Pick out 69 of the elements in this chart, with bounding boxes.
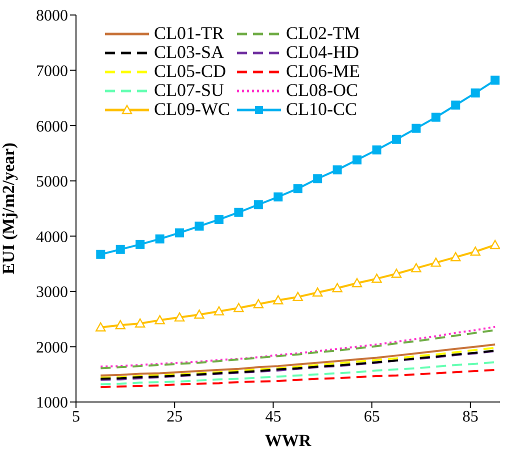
point bbox=[154, 315, 165, 324]
point bbox=[450, 252, 461, 262]
point bbox=[155, 234, 164, 244]
point bbox=[253, 299, 264, 308]
legend-label: CL09-WC bbox=[154, 99, 230, 119]
y-tick-label: 6000 bbox=[36, 118, 68, 136]
x-tick-label: 45 bbox=[265, 408, 282, 426]
point bbox=[214, 215, 224, 224]
point bbox=[490, 76, 500, 85]
y-tick-label: 1000 bbox=[36, 394, 68, 412]
legend-label: CL06-ME bbox=[286, 61, 360, 81]
point bbox=[96, 250, 106, 259]
y-tick-label: 2000 bbox=[36, 339, 68, 356]
point bbox=[412, 124, 421, 133]
point bbox=[274, 192, 283, 202]
line-series bbox=[100, 361, 496, 386]
point bbox=[391, 268, 402, 278]
y-tick-label: 8000 bbox=[36, 8, 68, 25]
point bbox=[194, 310, 204, 319]
legend-label: CL07-SU bbox=[154, 80, 224, 100]
point bbox=[234, 208, 244, 217]
x-tick-label: 5 bbox=[72, 408, 80, 426]
y-tick-label: 4000 bbox=[36, 228, 68, 246]
point bbox=[332, 283, 342, 292]
point bbox=[431, 112, 440, 122]
legend-label: CL05-CD bbox=[154, 61, 226, 81]
point bbox=[352, 278, 362, 288]
x-axis-title: WWR bbox=[264, 431, 312, 450]
point bbox=[292, 292, 303, 302]
point bbox=[372, 274, 382, 283]
point bbox=[134, 318, 146, 328]
point bbox=[115, 320, 126, 330]
legend-label: CL01-TR bbox=[154, 23, 224, 43]
point bbox=[234, 302, 244, 312]
legend-label: CL08-OC bbox=[286, 80, 358, 100]
point bbox=[96, 322, 106, 332]
legend-label: CL10-CC bbox=[286, 99, 358, 119]
y-axis-title: EUI (Mj/m2/year) bbox=[0, 142, 18, 274]
point bbox=[470, 246, 480, 256]
y-tick-label: 5000 bbox=[36, 174, 68, 191]
point bbox=[136, 240, 145, 249]
point bbox=[254, 200, 263, 210]
point bbox=[470, 88, 480, 98]
point bbox=[372, 145, 382, 154]
point bbox=[194, 222, 204, 231]
y-tick-label: 3000 bbox=[36, 284, 68, 302]
point bbox=[175, 228, 184, 238]
point bbox=[332, 165, 342, 174]
point bbox=[392, 134, 401, 144]
y-tick-label: 7000 bbox=[36, 62, 68, 80]
point bbox=[352, 155, 362, 164]
point bbox=[273, 295, 284, 304]
x-tick-label: 85 bbox=[462, 408, 478, 426]
point bbox=[174, 312, 185, 322]
point bbox=[451, 100, 460, 110]
legend-label: CL04-HD bbox=[286, 42, 359, 62]
legend-label: CL02-TM bbox=[286, 23, 360, 43]
line-series bbox=[100, 368, 496, 388]
point bbox=[293, 184, 302, 194]
point bbox=[490, 240, 500, 250]
point bbox=[313, 174, 322, 184]
point bbox=[116, 244, 125, 254]
point bbox=[312, 287, 323, 297]
point bbox=[430, 258, 442, 267]
x-tick-label: 25 bbox=[166, 408, 183, 426]
point bbox=[411, 263, 422, 272]
x-tick-label: 65 bbox=[364, 408, 380, 426]
legend-label: CL03-SA bbox=[154, 42, 224, 62]
point bbox=[214, 306, 224, 316]
